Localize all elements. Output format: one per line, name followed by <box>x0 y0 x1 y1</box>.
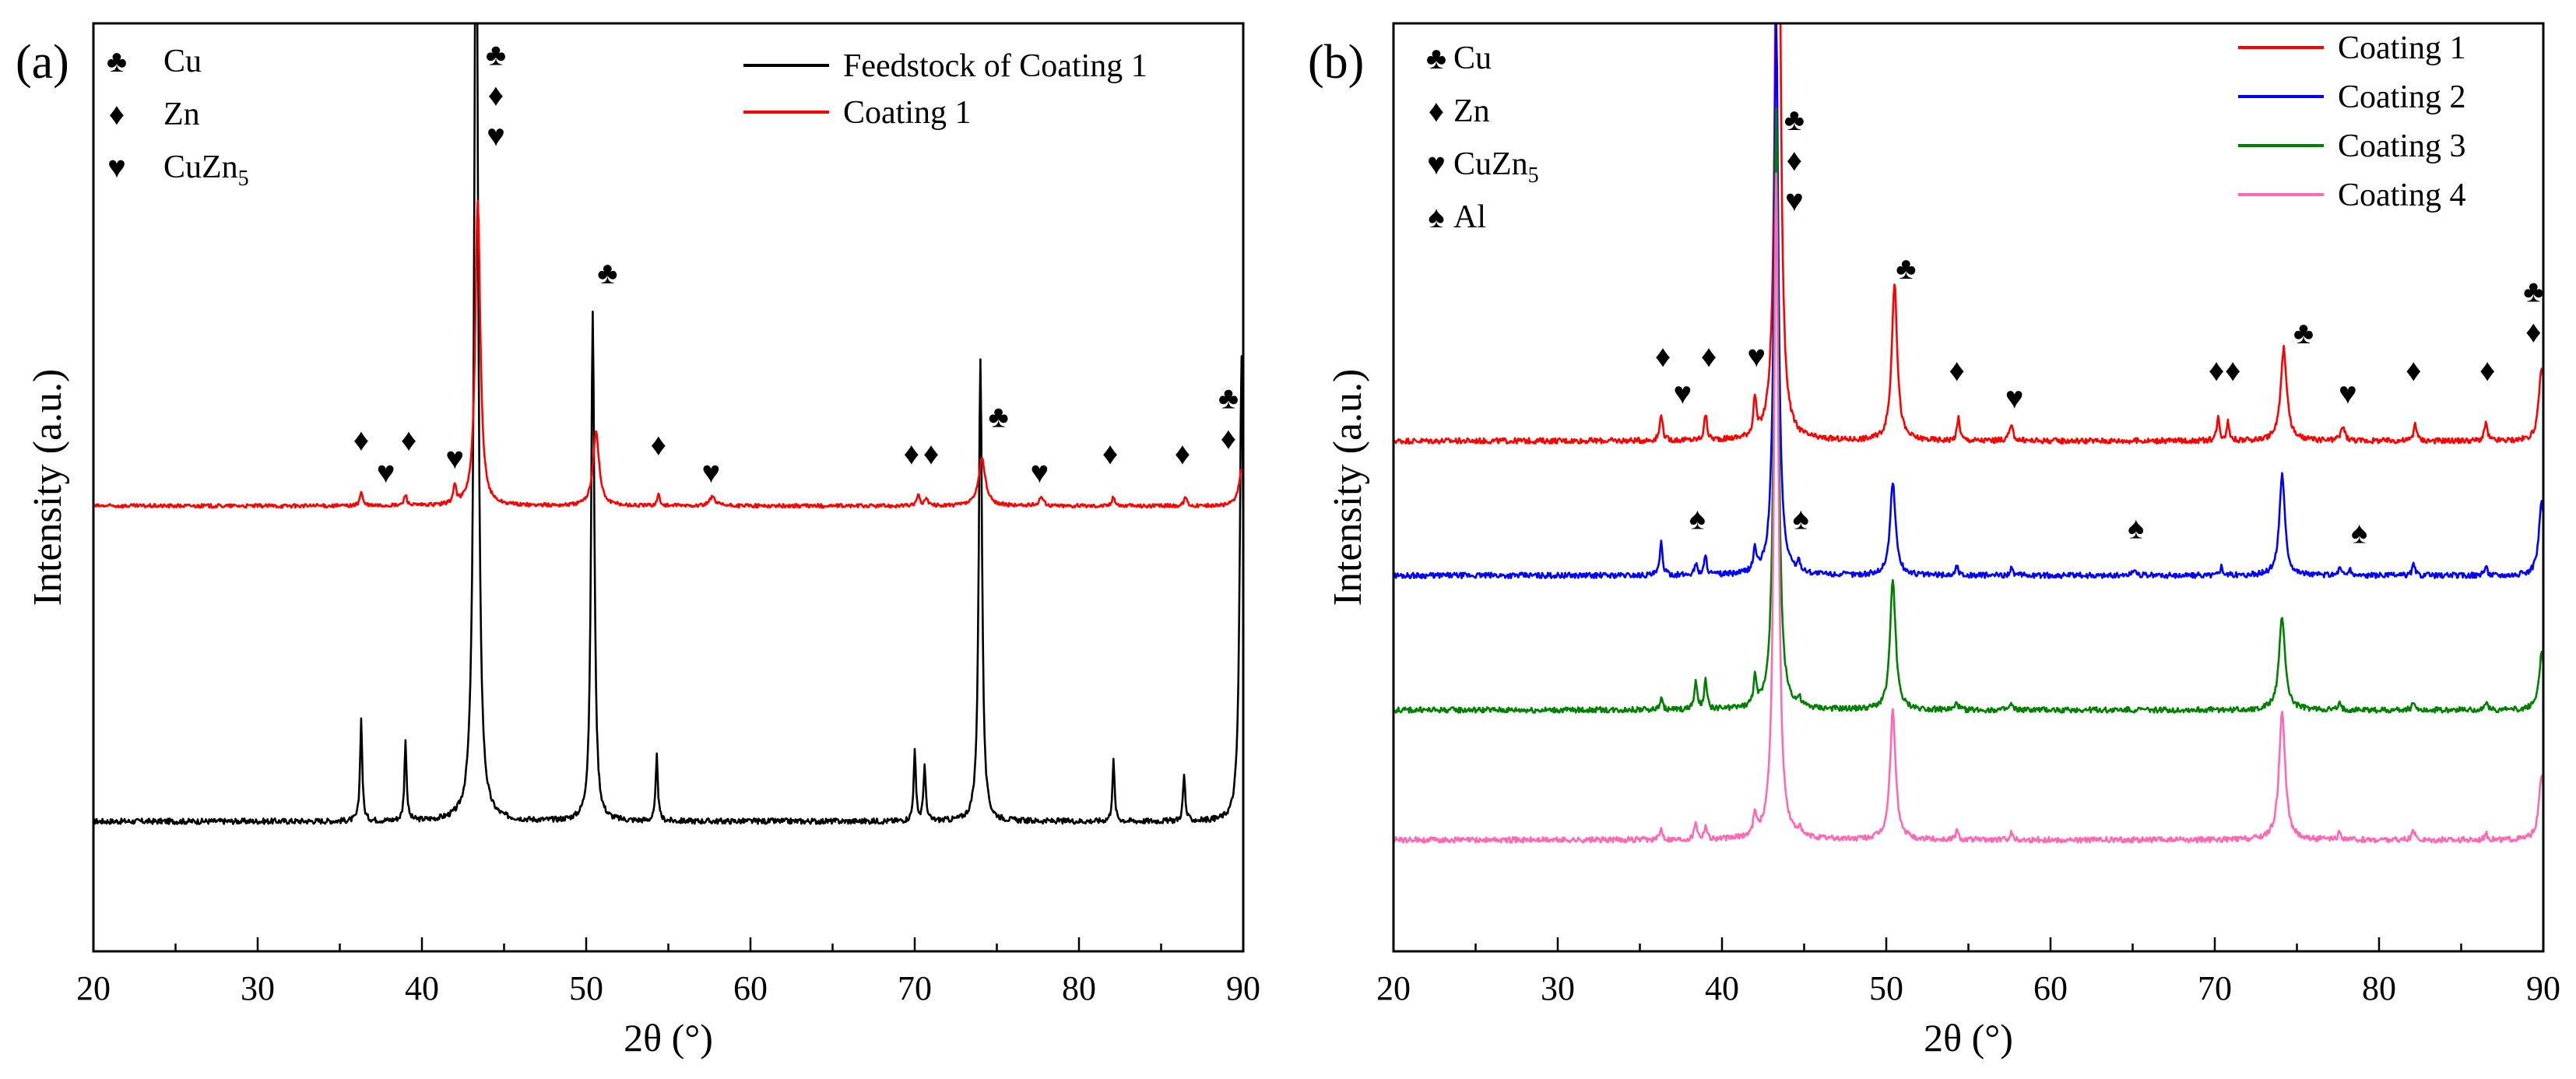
legend-entry-label: Coating 3 <box>2338 128 2466 164</box>
peak-annotation-symbol: ♣ <box>2293 315 2314 350</box>
peak-annotation-symbol: ♦ <box>353 422 369 457</box>
x-tick-label: 80 <box>2362 969 2396 1007</box>
x-tick-label: 80 <box>1062 969 1096 1007</box>
legend-entry-label: Feedstock of Coating 1 <box>843 48 1147 84</box>
phase-legend-subscript: 5 <box>238 167 249 191</box>
peak-annotation-symbol: ♦ <box>1655 339 1671 374</box>
peak-annotation-symbol: ♦ <box>2406 353 2421 388</box>
x-tick-label: 20 <box>1376 969 1411 1007</box>
x-tick-label: 90 <box>2526 969 2560 1007</box>
x-tick-label: 50 <box>1869 969 1903 1007</box>
x-tick-label: 50 <box>569 969 603 1007</box>
peak-annotation-symbol: ♣ <box>486 37 506 72</box>
peak-annotation-symbol: ♦ <box>488 78 504 113</box>
series-line-coating-3 <box>1393 107 2543 714</box>
peak-annotation-symbol: ♦ <box>1787 142 1802 177</box>
peak-annotation-symbol: ♠ <box>2128 511 2144 546</box>
phase-legend-label: Zn <box>163 97 200 132</box>
x-tick-label: 40 <box>405 969 439 1007</box>
panel-label: (b) <box>1308 36 1364 89</box>
phase-symbol-zn-icon: ♦ <box>109 97 125 132</box>
x-axis-label: 2θ (°) <box>1924 1016 2013 1060</box>
phase-legend-label: CuZn5 <box>163 149 249 191</box>
peak-annotation-symbol: ♥ <box>1030 455 1049 490</box>
x-tick-label: 70 <box>2198 969 2232 1007</box>
peak-annotation-symbol: ♥ <box>487 118 505 153</box>
peak-annotation-symbol: ♥ <box>377 455 395 490</box>
series-line-feedstock-of-coating-1 <box>93 23 1243 825</box>
y-axis-label: Intensity (a.u.) <box>1326 369 1370 606</box>
series-line-coating-4 <box>1393 172 2543 844</box>
phase-symbol-zn-icon: ♦ <box>1429 93 1444 128</box>
phase-legend-label: Zn <box>1453 93 1490 129</box>
phase-symbol-al-icon: ♠ <box>1428 199 1444 234</box>
phase-legend-label: CuZn5 <box>1453 146 1539 188</box>
peak-annotation-symbol: ♥ <box>1785 183 1804 218</box>
peak-annotation-symbol: ♥ <box>2339 376 2357 411</box>
x-axis-label: 2θ (°) <box>624 1016 713 1060</box>
y-axis-label: Intensity (a.u.) <box>26 369 70 606</box>
legend-entry-label: Coating 2 <box>2338 79 2466 115</box>
x-tick-label: 30 <box>241 969 275 1007</box>
peak-annotation-symbol: ♦ <box>2479 353 2495 388</box>
peak-annotation-symbol: ♦ <box>2225 353 2240 388</box>
peak-annotation-symbol: ♣ <box>988 399 1008 434</box>
peak-annotation-symbol: ♦ <box>923 436 939 471</box>
series-line-coating-1 <box>1393 23 2543 445</box>
series-line-coating-1 <box>93 199 1243 509</box>
peak-annotation-symbol: ♥ <box>701 455 720 490</box>
x-tick-label: 60 <box>2033 969 2068 1007</box>
peak-annotation-symbol: ♣ <box>1218 381 1239 416</box>
peak-annotation-symbol: ♦ <box>2209 353 2224 388</box>
peak-annotation-symbol: ♦ <box>1221 421 1236 456</box>
legend-entry-label: Coating 4 <box>2338 177 2466 213</box>
peak-annotation-symbol: ♣ <box>1896 251 1916 286</box>
series-line-coating-2 <box>1393 23 2543 579</box>
phase-symbol-cu-icon: ♣ <box>1426 40 1446 76</box>
peak-annotation-symbol: ♠ <box>1689 501 1706 536</box>
peak-annotation-symbol: ♣ <box>597 255 617 290</box>
peak-annotation-symbol: ♠ <box>2351 515 2367 550</box>
phase-legend-label: Cu <box>163 44 202 79</box>
phase-symbol-cuzn-icon: ♥ <box>107 149 126 185</box>
x-tick-label: 60 <box>733 969 768 1007</box>
peak-annotation-symbol: ♦ <box>2525 315 2541 350</box>
peak-annotation-symbol: ♠ <box>1793 501 1809 536</box>
plot-frame <box>92 22 1245 953</box>
phase-symbol-cu-icon: ♣ <box>107 44 127 79</box>
peak-annotation-symbol: ♥ <box>1673 376 1692 411</box>
peak-annotation-symbol: ♦ <box>904 436 919 471</box>
peak-annotation-symbol: ♦ <box>401 422 416 457</box>
x-tick-label: 30 <box>1541 969 1575 1007</box>
phase-symbol-cuzn-icon: ♥ <box>1427 146 1446 181</box>
peak-annotation-symbol: ♣ <box>2523 274 2543 309</box>
x-tick-label: 90 <box>1226 969 1260 1007</box>
peak-annotation-symbol: ♦ <box>1175 436 1190 471</box>
peak-annotation-symbol: ♦ <box>1701 339 1717 374</box>
phase-legend-subscript: 5 <box>1528 163 1539 188</box>
legend-entry-label: Coating 1 <box>843 95 972 131</box>
peak-annotation-symbol: ♦ <box>1102 436 1118 471</box>
peak-annotation-symbol: ♥ <box>1747 339 1766 374</box>
peak-annotation-symbol: ♦ <box>1949 353 1965 388</box>
peak-annotation-symbol: ♦ <box>651 427 666 462</box>
phase-legend-label: Al <box>1453 199 1486 235</box>
panel-b: 20 30 40 50 60 70 80 90 2θ (°) Intensity (a.u.) (b… <box>1308 22 2560 1060</box>
panel-a: 20 30 40 50 60 70 80 90 2θ (°) Intensity (a.u.) (a… <box>16 22 1260 1060</box>
x-tick-label: 20 <box>76 969 111 1007</box>
peak-annotation-symbol: ♥ <box>2005 381 2024 416</box>
panel-label: (a) <box>16 36 69 89</box>
x-tick-label: 40 <box>1705 969 1739 1007</box>
phase-legend-label: Cu <box>1453 40 1492 76</box>
legend-entry-label: Coating 1 <box>2338 30 2466 66</box>
x-tick-label: 70 <box>898 969 932 1007</box>
peak-annotation-symbol: ♣ <box>1784 102 1805 137</box>
peak-annotation-symbol: ♥ <box>445 441 464 476</box>
